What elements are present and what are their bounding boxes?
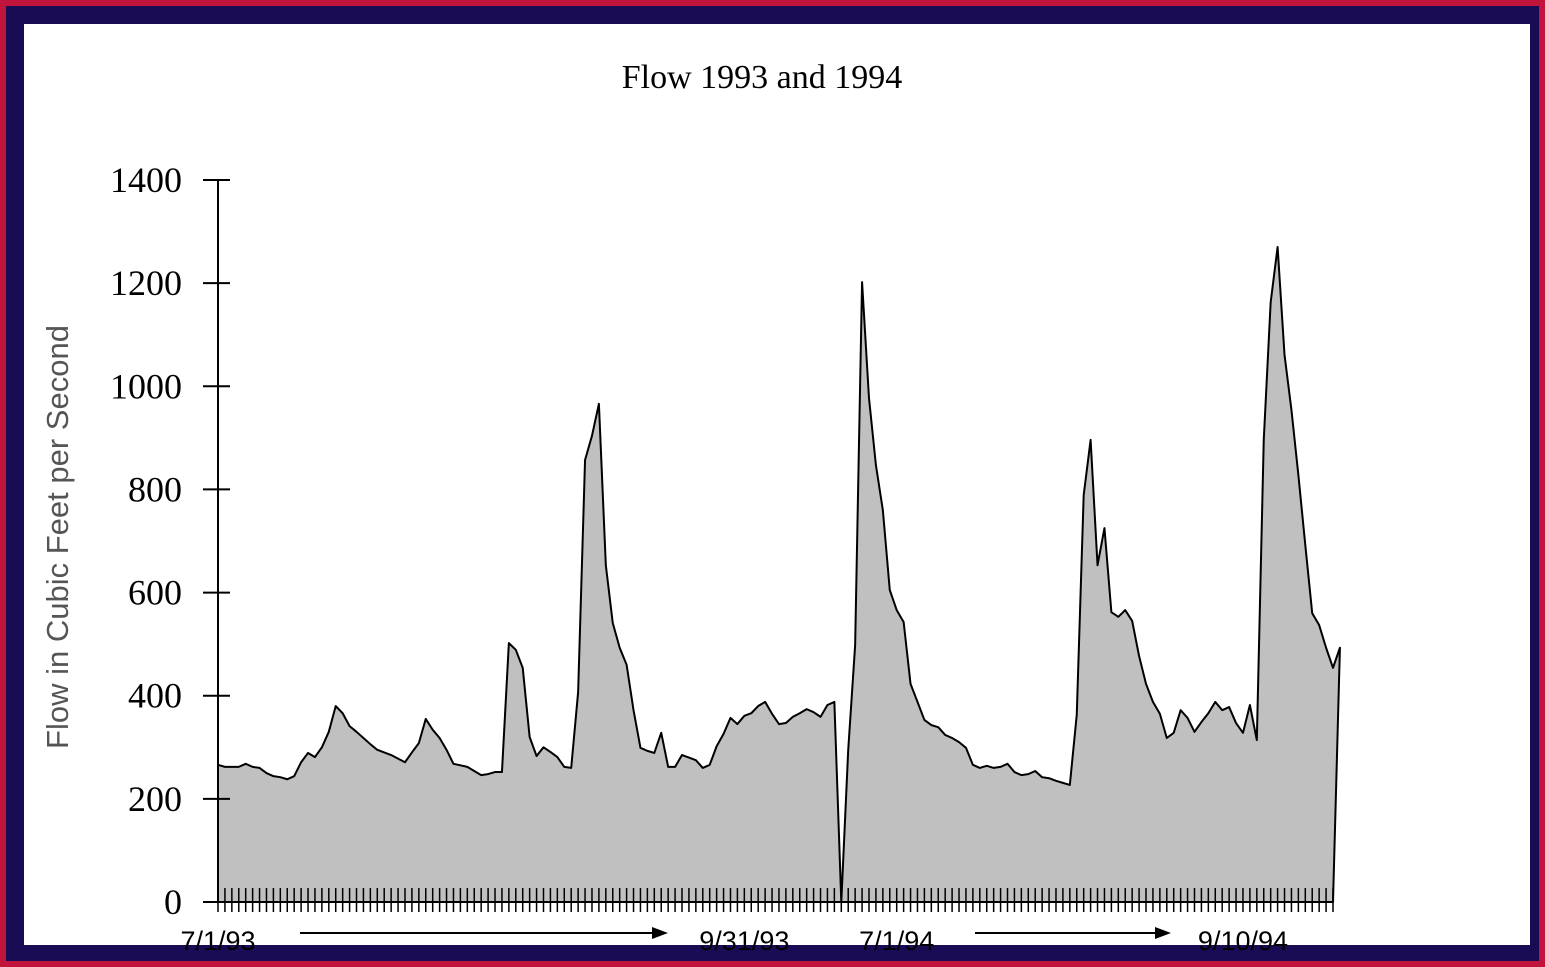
y-tick-label: 0: [164, 882, 182, 922]
x-tick-label: 9/31/93: [699, 926, 789, 956]
arrow-head: [1155, 927, 1171, 939]
x-tick-label: 7/1/93: [180, 926, 255, 956]
x-tick-label: 9/10/94: [1198, 926, 1288, 956]
y-tick-label: 400: [128, 676, 182, 716]
y-tick-label: 1000: [110, 366, 182, 406]
y-tick-label: 800: [128, 469, 182, 509]
arrow-head: [652, 927, 668, 939]
y-tick-label: 600: [128, 573, 182, 613]
y-tick-label: 1200: [110, 263, 182, 303]
area: [217, 246, 1341, 903]
x-tick-label: 7/1/94: [859, 926, 934, 956]
y-tick-label: 200: [128, 779, 182, 819]
arrows: [300, 927, 1171, 939]
y-tick-label: 1400: [110, 160, 182, 200]
y-axis-label: Flow in Cubic Feet per Second: [40, 325, 75, 749]
chart-title: Flow 1993 and 1994: [622, 59, 903, 96]
